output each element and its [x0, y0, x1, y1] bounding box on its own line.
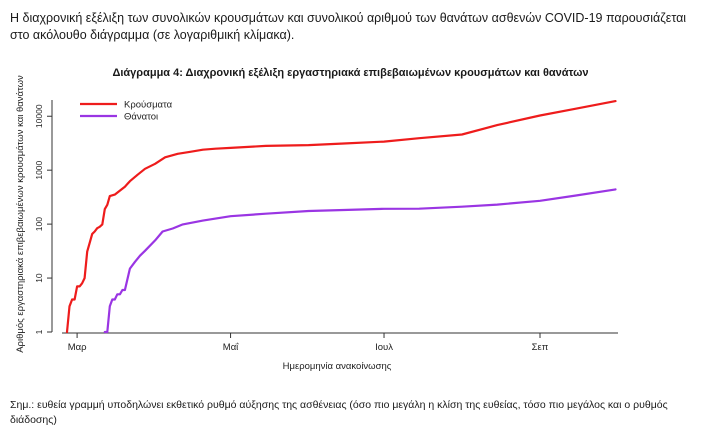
x-tick-label: Μαρ	[68, 342, 87, 353]
chart-title: Διάγραμμα 4: Διαχρονική εξέλιξη εργαστηρ…	[112, 67, 589, 79]
x-tick-label: Ιουλ	[375, 342, 393, 353]
footnote: Σημ.: ευθεία γραμμή υποδηλώνει εκθετικό …	[10, 399, 668, 426]
y-tick-label: 1	[34, 329, 44, 334]
x-tick-label: Σεπ	[532, 342, 549, 353]
x-axis-label: Ημερομηνία ανακοίνωσης	[283, 361, 392, 372]
intro-text: Η διαχρονική εξέλιξη των συνολικών κρουσ…	[10, 11, 687, 42]
y-ticks: 1 10 100 1000 10000	[34, 104, 52, 334]
y-tick-label: 10000	[34, 104, 44, 128]
series-line-cases	[65, 99, 617, 334]
legend-label: Κρούσματα	[124, 100, 173, 111]
series-lines	[65, 99, 617, 334]
y-tick-label: 10	[34, 273, 44, 283]
legend-label: Θάνατοι	[124, 112, 158, 123]
x-ticks: Μαρ Μαΐ Ιουλ Σεπ	[68, 333, 549, 353]
x-tick-label: Μαΐ	[223, 342, 239, 353]
y-tick-label: 1000	[34, 160, 44, 179]
series-line-deaths	[103, 188, 617, 334]
y-tick-label: 100	[34, 217, 44, 231]
plot-area: 1 10 100 1000 10000 Μαρ Μαΐ Ιουλ Σεπ ΚρούσματαΘ…	[15, 75, 618, 372]
y-axis-label: Αριθμός εργαστηριακά επιβεβαιωμένων κρου…	[15, 75, 26, 353]
